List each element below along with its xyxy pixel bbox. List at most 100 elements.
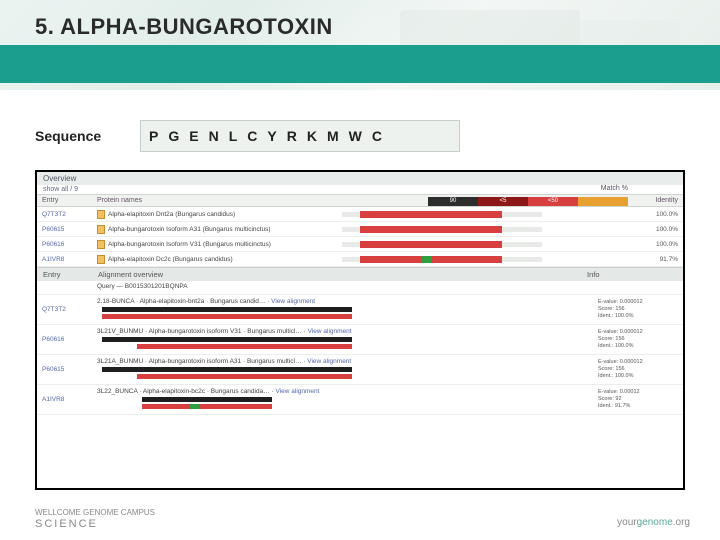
alignment-bar (102, 307, 352, 312)
entry-link[interactable]: A1IVR8 (37, 254, 92, 265)
alignment-desc: 3L21V_BUNMU · Alpha-bungarotoxin isoform… (97, 328, 588, 335)
residue: G (168, 128, 179, 144)
alignment-info: E-value: 0.000012Score: 156Ident.: 100.0… (593, 297, 683, 322)
overview-row[interactable]: P60616 Alpha-bungarotoxin Isoform V31 (B… (37, 237, 683, 252)
alignment-bars (97, 397, 477, 411)
alignment-info: E-value: 0.000012Score: 156Ident.: 100.0… (593, 357, 683, 382)
identity-value: 100.0% (628, 239, 683, 250)
match-segment (360, 256, 422, 263)
entry-link[interactable]: Q7T3T2 (37, 209, 92, 220)
alignment-bars (97, 307, 477, 321)
doc-icon (97, 225, 105, 234)
entry-link[interactable]: P60615 (37, 364, 92, 375)
alignment-bar (199, 404, 272, 409)
overview-sublink[interactable]: show all / 9 (37, 185, 683, 194)
sequence-box: PGENLCYRKMWC (140, 120, 460, 152)
residue: W (349, 128, 362, 144)
match-legend-seg (578, 197, 628, 206)
doc-icon (97, 210, 105, 219)
sequence-track (342, 209, 628, 220)
match-legend-seg: <5 (478, 197, 528, 206)
alignment-header: Entry Alignment overview Info (37, 267, 683, 281)
alignment-row[interactable]: A1IVR8 3L22_BUNCA · Alpha-elapitoxin-bc2… (37, 385, 683, 415)
alignment-desc: 3L21A_BUNMU · Alpha-bungarotoxin isoform… (97, 358, 588, 365)
col-entry: Entry (37, 195, 92, 206)
alignment-bar (142, 397, 272, 402)
col-match: Match % 90<5<50 (342, 195, 628, 206)
residue: R (287, 128, 297, 144)
col-identity: Identity (628, 195, 683, 206)
protein-name: Alpha-bungarotoxin Isoform A31 (Bungarus… (108, 226, 271, 233)
alignment-bar (190, 404, 199, 409)
entry-link[interactable]: A1IVR8 (37, 394, 92, 405)
view-alignment-link[interactable]: View alignment (271, 298, 315, 305)
footer-left: WELLCOME GENOME CAMPUS SCIENCE (35, 509, 155, 530)
sequence-track (342, 239, 628, 250)
footer-small: WELLCOME GENOME CAMPUS (35, 509, 155, 518)
match-segment (360, 226, 502, 233)
sequence-track (342, 254, 628, 265)
query-row: Query — B0015301201BQNPA (37, 281, 683, 295)
doc-icon (97, 240, 105, 249)
teal-stripe (0, 45, 720, 83)
alignment-info: E-value: 0.000012Score: 156Ident.: 100.0… (593, 327, 683, 352)
residue: L (229, 128, 238, 144)
alignment-row[interactable]: P60615 3L21A_BUNMU · Alpha-bungarotoxin … (37, 355, 683, 385)
view-alignment-link[interactable]: View alignment (308, 328, 352, 335)
alignment-desc: 2.18-BUNCA · Alpha-elapitoxin-bnt2a · Bu… (97, 298, 588, 305)
alignment-bar (142, 404, 190, 409)
match-legend-seg: 90 (428, 197, 478, 206)
alignment-bar (102, 337, 352, 342)
protein-name: Alpha-elapitoxin Dnt2a (Bungarus candidu… (108, 211, 235, 218)
view-alignment-link[interactable]: View alignment (307, 358, 351, 365)
residue: N (209, 128, 219, 144)
align-col-entry: Entry (43, 270, 98, 279)
identity-value: 91.7% (628, 254, 683, 265)
footer-big: SCIENCE (35, 518, 155, 530)
doc-icon (97, 255, 105, 264)
protein-name: Alpha-bungarotoxin Isoform V31 (Bungarus… (108, 241, 271, 248)
alignment-bars (97, 337, 477, 351)
view-alignment-link[interactable]: View alignment (276, 388, 320, 395)
identity-value: 100.0% (628, 209, 683, 220)
overview-row[interactable]: Q7T3T2 Alpha-elapitoxin Dnt2a (Bungarus … (37, 207, 683, 222)
match-legend: 90<5<50 (428, 197, 628, 206)
overview-header: Overview (37, 172, 683, 185)
match-segment (432, 256, 502, 263)
match-segment (360, 211, 502, 218)
alignment-bar (137, 374, 352, 379)
col-protein: Protein names (92, 195, 342, 206)
alignment-bar (137, 344, 352, 349)
entry-link[interactable]: P60616 (37, 334, 92, 345)
sequence-track (342, 224, 628, 235)
match-legend-seg: <50 (528, 197, 578, 206)
residue: M (327, 128, 339, 144)
alignment-row[interactable]: P60616 3L21V_BUNMU · Alpha-bungarotoxin … (37, 325, 683, 355)
residue: K (307, 128, 317, 144)
slide-title: 5. ALPHA-BUNGAROTOXIN (35, 14, 333, 40)
entry-link[interactable]: Q7T3T2 (37, 304, 92, 315)
sequence-label: Sequence (35, 128, 101, 144)
results-panel: Overview show all / 9 Entry Protein name… (35, 170, 685, 490)
alignment-info: E-value: 0.00012Score: 92Ident.: 91.7% (593, 387, 683, 412)
alignment-bars (97, 367, 477, 381)
align-col-info: Info (587, 270, 677, 279)
entry-link[interactable]: P60615 (37, 224, 92, 235)
match-pct-label: Match % (601, 185, 628, 192)
query-desc: Query — B0015301201BQNPA (97, 283, 588, 290)
align-col-overview: Alignment overview (98, 270, 587, 279)
match-segment (422, 256, 432, 263)
residue: Y (267, 128, 276, 144)
entry-link[interactable]: P60616 (37, 239, 92, 250)
alignment-bar (102, 367, 352, 372)
residue: C (247, 128, 257, 144)
residue: E (189, 128, 198, 144)
footer-post: .org (673, 517, 690, 528)
footer-genome: genome (637, 517, 673, 528)
identity-value: 100.0% (628, 224, 683, 235)
alignment-row[interactable]: Q7T3T2 2.18-BUNCA · Alpha-elapitoxin-bnt… (37, 295, 683, 325)
protein-name: Alpha-elapitoxin Dc2c (Bungarus candidus… (108, 256, 233, 263)
overview-row[interactable]: A1IVR8 Alpha-elapitoxin Dc2c (Bungarus c… (37, 252, 683, 267)
overview-row[interactable]: P60615 Alpha-bungarotoxin Isoform A31 (B… (37, 222, 683, 237)
residue: C (372, 128, 382, 144)
